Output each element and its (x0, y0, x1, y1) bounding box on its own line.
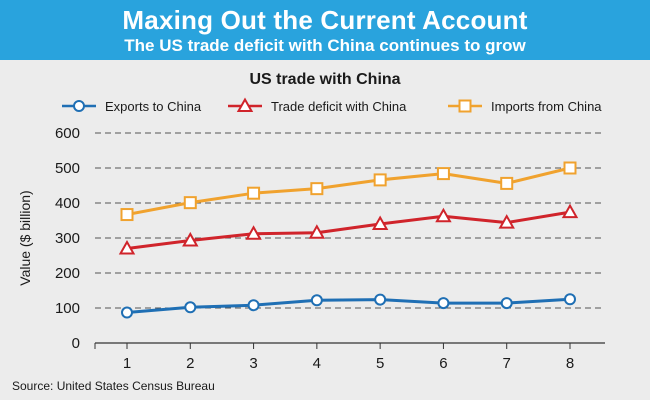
data-point (374, 293, 387, 306)
x-tick-label: 6 (439, 355, 447, 372)
data-point (436, 167, 450, 181)
series-line-3 (126, 166, 571, 217)
chart-title: US trade with China (249, 71, 401, 88)
y-tick-label: 200 (55, 265, 80, 282)
page-subtitle: The US trade deficit with China continue… (124, 36, 526, 55)
data-point (561, 203, 579, 219)
data-point (120, 208, 134, 222)
data-point (435, 207, 452, 223)
y-tick-label: 500 (55, 160, 80, 177)
data-point (247, 299, 260, 312)
x-tick-label: 2 (186, 355, 194, 372)
legend-label: Trade deficit with China (271, 99, 407, 114)
x-tick-label: 1 (123, 355, 131, 372)
data-point (500, 297, 513, 310)
data-point (373, 173, 387, 187)
y-tick-label: 600 (55, 125, 80, 142)
data-point (310, 294, 323, 307)
data-point (247, 186, 261, 200)
x-tick-label: 3 (249, 355, 257, 372)
source-note: Source: United States Census Bureau (12, 379, 215, 393)
data-point (371, 215, 389, 230)
y-axis-label: Value ($ billion) (17, 190, 33, 285)
x-tick-label: 7 (503, 355, 511, 372)
data-point (563, 161, 577, 175)
legend-marker (458, 99, 472, 113)
data-point (437, 297, 450, 310)
data-point (310, 182, 324, 196)
x-tick-label: 5 (376, 355, 384, 372)
data-point (183, 196, 197, 210)
y-tick-label: 100 (55, 300, 80, 317)
legend-label: Imports from China (491, 99, 602, 114)
y-tick-label: 0 (72, 335, 80, 352)
x-tick-label: 4 (313, 355, 321, 372)
data-point (498, 214, 515, 229)
data-point (308, 224, 326, 239)
legend-marker (73, 100, 85, 112)
legend-label: Exports to China (105, 99, 202, 114)
legend-marker (236, 97, 254, 112)
header-banner: Maxing Out the Current Account The US tr… (0, 0, 650, 60)
data-point (121, 306, 133, 319)
data-point (245, 225, 262, 240)
x-tick-label: 8 (566, 355, 574, 372)
series-line-2 (126, 210, 571, 250)
data-point (184, 301, 197, 314)
series-line-1 (126, 297, 571, 315)
data-point (500, 176, 514, 190)
data-point (182, 231, 199, 247)
data-point (118, 239, 136, 255)
page-title: Maxing Out the Current Account (122, 5, 528, 35)
data-point (564, 293, 576, 306)
y-tick-label: 300 (55, 230, 80, 247)
y-tick-label: 400 (55, 195, 80, 212)
